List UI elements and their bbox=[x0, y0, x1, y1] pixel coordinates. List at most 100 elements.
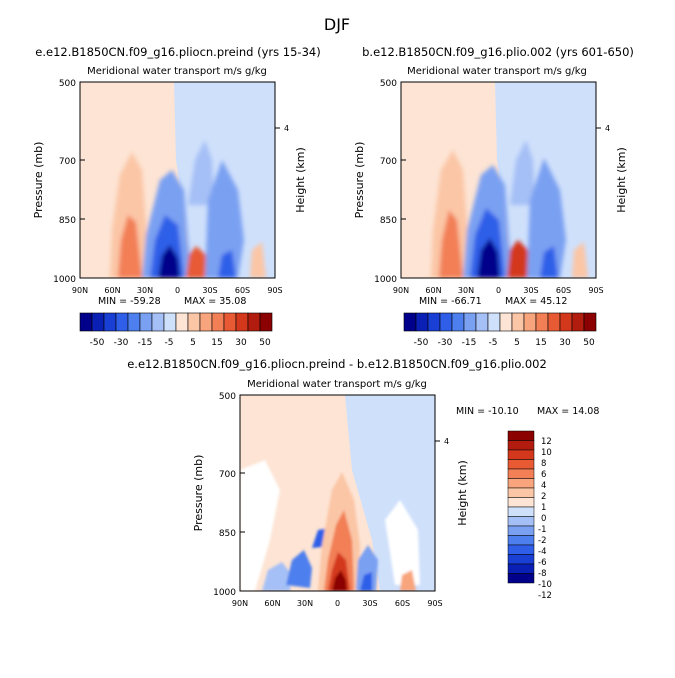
colorbar-swatch bbox=[583, 312, 597, 332]
colorbar-swatch bbox=[507, 478, 535, 489]
panel-2-xtick-30n: 30N bbox=[458, 286, 474, 295]
panel-3-cbar-label: 2 bbox=[541, 492, 546, 502]
colorbar-swatch bbox=[247, 312, 261, 332]
panel-3-xtick-60n: 60N bbox=[264, 599, 280, 608]
panel-3-x-ticks: 90N 60N 30N 0 30S 60S 90S bbox=[232, 599, 443, 608]
panel-3-cbar-label: -4 bbox=[538, 547, 546, 557]
panel-2-xtick-0: 0 bbox=[496, 286, 501, 295]
colorbar-swatch bbox=[211, 312, 225, 332]
panel-2-ylabel: Pressure (mb) bbox=[353, 142, 366, 219]
panel-1-right-label: Height (km) bbox=[294, 147, 307, 213]
colorbar-swatch bbox=[507, 535, 535, 546]
colorbar-swatch bbox=[507, 459, 535, 470]
colorbar-swatch bbox=[79, 312, 93, 332]
panel-1-blue-south bbox=[205, 160, 244, 278]
panel-2-xtick-90n: 90N bbox=[393, 286, 409, 295]
panel-2-ytick-1000: 1000 bbox=[374, 275, 397, 285]
panel-3-xtick-90n: 90N bbox=[232, 599, 248, 608]
panel-3-xtick-30s: 30S bbox=[362, 599, 377, 608]
panel-1-cbar-label: 30 bbox=[235, 338, 247, 348]
panel-2-cbar-label: 15 bbox=[535, 338, 546, 348]
panel-3-white-patch-b bbox=[385, 500, 420, 585]
colorbar-swatch bbox=[523, 312, 537, 332]
panel-3-plot-area bbox=[240, 395, 435, 591]
panel-3-cbar-label: -8 bbox=[538, 569, 546, 579]
panel-3-cbar-label: 8 bbox=[541, 459, 546, 469]
panel-2-colorbar bbox=[403, 312, 597, 332]
panel-2-blue-south-core bbox=[540, 246, 558, 278]
panel-2-title: b.e12.B1850CN.f09_g16.plio.002 (yrs 601-… bbox=[362, 45, 634, 59]
panel-1-frame bbox=[79, 81, 276, 279]
panel-1-xtick-0: 0 bbox=[175, 286, 180, 295]
panel-1-red-south bbox=[186, 246, 208, 278]
colorbar-swatch bbox=[475, 312, 489, 332]
panel-3-ytick-850: 850 bbox=[219, 529, 236, 539]
panel-3-max-label: MAX = 14.08 bbox=[537, 406, 599, 417]
panel-1-xtick-30s: 30S bbox=[202, 286, 217, 295]
panel-1-red-plume bbox=[110, 152, 150, 278]
panel-1-blue-south-core bbox=[218, 250, 236, 278]
colorbar-swatch bbox=[507, 563, 535, 574]
panel-3-cbar-label: 1 bbox=[541, 503, 546, 513]
colorbar-swatch bbox=[151, 312, 165, 332]
panel-3-cbar-label: -10 bbox=[538, 580, 552, 590]
colorbar-swatch bbox=[415, 312, 429, 332]
colorbar-swatch bbox=[187, 312, 201, 332]
panel-2-frame bbox=[400, 81, 597, 279]
panel-3-colorbar bbox=[507, 430, 535, 584]
panel-1-subtitle: Meridional water transport m/s g/kg bbox=[87, 66, 267, 77]
panel-3-blue-south-core bbox=[360, 572, 372, 591]
colorbar-swatch bbox=[235, 312, 249, 332]
panel-1-plot-area bbox=[80, 82, 275, 278]
colorbar-swatch bbox=[91, 312, 105, 332]
panel-3-red-far bbox=[400, 570, 416, 591]
colorbar-swatch bbox=[403, 312, 417, 332]
panel-3-ytick-700: 700 bbox=[219, 470, 236, 480]
panel-3-white-patch-a bbox=[240, 460, 280, 591]
season-title: DJF bbox=[324, 15, 350, 34]
colorbar-swatch bbox=[511, 312, 525, 332]
panel-2-plot-area bbox=[401, 82, 596, 278]
colorbar-swatch bbox=[199, 312, 213, 332]
panel-2-cbar-label: 5 bbox=[514, 338, 520, 348]
colorbar-swatch bbox=[259, 312, 273, 332]
panel-1-ytick-500: 500 bbox=[59, 79, 76, 89]
colorbar-swatch bbox=[507, 487, 535, 498]
colorbar-swatch bbox=[487, 312, 501, 332]
colorbar-swatch bbox=[535, 312, 549, 332]
panel-1-ytick-1000: 1000 bbox=[53, 275, 76, 285]
panel-1-xtick-60n: 60N bbox=[104, 286, 120, 295]
panel-1-cbar-label: -15 bbox=[138, 338, 153, 348]
panel-1-blue-upper bbox=[188, 140, 214, 205]
colorbar-swatch bbox=[559, 312, 573, 332]
panel-2-cbar-label: -30 bbox=[438, 338, 453, 348]
panel-1-ylabel: Pressure (mb) bbox=[32, 142, 45, 219]
panel-2-cbar-label: -5 bbox=[489, 338, 498, 348]
panel-2-red-south bbox=[507, 240, 530, 278]
colorbar-swatch bbox=[103, 312, 117, 332]
panel-3-ylabel: Pressure (mb) bbox=[192, 455, 205, 532]
panel-1-colorbar-labels: -50 -30 -15 -5 5 15 30 50 bbox=[90, 338, 271, 348]
panel-3-ytick-500: 500 bbox=[219, 392, 236, 402]
panel-2-blue-core bbox=[477, 238, 500, 278]
panel-1-red-core bbox=[118, 215, 142, 278]
panel-1: e.e12.B1850CN.f09_g16.pliocn.preind (yrs… bbox=[32, 45, 321, 348]
panel-2-blue-upper bbox=[510, 140, 535, 205]
panel-1-xtick-90s: 90S bbox=[267, 286, 282, 295]
panel-3-subtitle: Meridional water transport m/s g/kg bbox=[247, 379, 427, 390]
panel-1-cbar-label: 15 bbox=[211, 338, 222, 348]
panel-3-cbar-label: -6 bbox=[538, 558, 546, 568]
colorbar-swatch bbox=[463, 312, 477, 332]
panel-2-cbar-label: -15 bbox=[462, 338, 477, 348]
panel-3-cbar-label: -1 bbox=[538, 525, 546, 535]
panel-1-blue-core bbox=[158, 245, 180, 278]
panel-1-right-tick: 4 bbox=[284, 124, 289, 133]
panel-2-x-ticks: 90N 60N 30N 0 30S 60S 90S bbox=[393, 286, 604, 295]
panel-2-colorbar-labels: -50 -30 -15 -5 5 15 30 50 bbox=[414, 338, 595, 348]
panel-2-xtick-90s: 90S bbox=[588, 286, 603, 295]
panel-3-red-core bbox=[332, 570, 347, 591]
colorbar-swatch bbox=[507, 573, 535, 584]
colorbar-swatch bbox=[507, 506, 535, 517]
panel-1-x-ticks: 90N 60N 30N 0 30S 60S 90S bbox=[72, 286, 283, 295]
